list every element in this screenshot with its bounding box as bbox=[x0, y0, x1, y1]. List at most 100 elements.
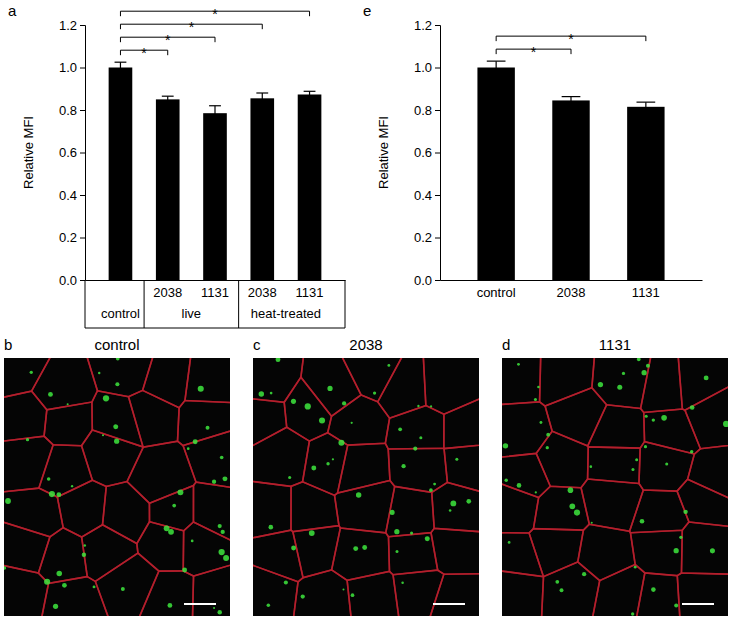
error-bar-stem bbox=[309, 91, 310, 97]
vesicle bbox=[398, 427, 402, 431]
cell-outline bbox=[253, 397, 287, 456]
vesicle bbox=[569, 503, 575, 509]
y-tick: 0.6 bbox=[59, 145, 85, 160]
vesicle bbox=[504, 478, 508, 482]
y-tick-mark bbox=[80, 68, 85, 69]
cell-outline bbox=[681, 522, 728, 575]
y-axis-title: Relative MFI bbox=[376, 116, 391, 189]
vesicle bbox=[351, 422, 353, 424]
panel-letter: a bbox=[8, 2, 17, 19]
vesicle bbox=[56, 571, 62, 577]
group-divider bbox=[144, 280, 145, 328]
cell-outline bbox=[303, 433, 348, 496]
x-tick-label: control bbox=[477, 285, 516, 300]
vesicle bbox=[187, 447, 190, 450]
cell-outline bbox=[291, 570, 353, 616]
vesicle bbox=[503, 443, 508, 448]
cell-outline bbox=[502, 453, 550, 497]
cell-outline bbox=[284, 377, 331, 441]
vesicle bbox=[419, 436, 422, 439]
cell-outline bbox=[95, 553, 159, 616]
y-tick: 0.2 bbox=[414, 230, 440, 245]
y-tick-mark bbox=[80, 238, 85, 239]
cell-outline bbox=[82, 525, 138, 582]
vesicle bbox=[177, 489, 183, 495]
cell-outline bbox=[502, 533, 543, 577]
y-tick-mark bbox=[80, 110, 85, 111]
vesicle bbox=[353, 546, 358, 551]
vesicle bbox=[679, 536, 682, 539]
cell-outline bbox=[545, 388, 607, 446]
y-tick: 1.0 bbox=[414, 60, 440, 75]
group-label: heat-treated bbox=[251, 306, 321, 321]
group-divider bbox=[85, 280, 86, 328]
vesicle bbox=[674, 604, 678, 608]
error-bar bbox=[487, 61, 506, 74]
cell-outline bbox=[4, 488, 63, 537]
cell-outline bbox=[688, 443, 728, 506]
x-axis-line bbox=[441, 280, 703, 281]
vesicle bbox=[546, 433, 550, 437]
cell-outline bbox=[502, 358, 541, 406]
group-row-line bbox=[85, 328, 345, 329]
vesicle bbox=[213, 607, 215, 609]
y-tick-label: 0.0 bbox=[59, 273, 77, 288]
vesicle bbox=[222, 476, 227, 481]
vesicle bbox=[652, 418, 655, 421]
vesicle bbox=[362, 545, 367, 550]
vesicle bbox=[332, 458, 334, 460]
vesicle bbox=[517, 483, 522, 488]
cell-outline bbox=[541, 562, 600, 616]
cell-outline bbox=[293, 526, 341, 578]
scale-bar bbox=[433, 603, 465, 605]
vesicle bbox=[270, 392, 273, 395]
error-bar-stem bbox=[496, 61, 497, 74]
vesicle bbox=[4, 566, 6, 569]
cell-outline bbox=[193, 482, 230, 550]
vesicle bbox=[309, 530, 315, 536]
y-tick-mark bbox=[80, 280, 85, 281]
vesicle bbox=[291, 545, 296, 550]
cell-outline bbox=[685, 376, 728, 448]
vesicle bbox=[394, 529, 399, 534]
vesicle bbox=[555, 580, 559, 584]
cell-outline bbox=[291, 482, 339, 532]
y-tick: 0.0 bbox=[59, 273, 85, 288]
bar bbox=[203, 113, 227, 280]
vesicle bbox=[47, 477, 51, 481]
cell-outline bbox=[639, 442, 694, 491]
micrograph bbox=[253, 358, 479, 616]
image-panel: c2038 bbox=[233, 336, 499, 624]
cell-outline bbox=[502, 402, 552, 459]
vesicle bbox=[590, 465, 593, 468]
y-tick-label: 0.8 bbox=[414, 103, 432, 118]
vesicle bbox=[102, 434, 104, 436]
significance-label: * bbox=[189, 19, 195, 35]
error-bar bbox=[637, 102, 656, 111]
vesicle bbox=[356, 492, 361, 497]
vesicle bbox=[223, 555, 229, 561]
y-tick: 0.8 bbox=[414, 103, 440, 118]
vesicle bbox=[683, 510, 687, 514]
vesicle bbox=[395, 550, 398, 553]
y-tick: 0.8 bbox=[59, 103, 85, 118]
vesicle bbox=[5, 498, 11, 504]
cell-outline bbox=[633, 573, 681, 616]
vesicle bbox=[84, 544, 86, 546]
y-tick-label: 0.8 bbox=[59, 103, 77, 118]
significance-label: * bbox=[141, 45, 147, 61]
vesicle bbox=[116, 358, 120, 360]
cell-outline bbox=[338, 443, 390, 493]
cell-outline bbox=[183, 425, 230, 490]
panel-letter: d bbox=[502, 336, 510, 353]
cell-outline bbox=[38, 528, 87, 584]
bar bbox=[627, 107, 664, 280]
y-tick-mark bbox=[435, 25, 440, 26]
chart-panel: e0.00.20.40.60.81.01.2Relative MFIcontro… bbox=[363, 2, 703, 300]
group-divider bbox=[345, 280, 346, 328]
error-bar bbox=[304, 91, 316, 97]
cell-outline bbox=[424, 574, 479, 616]
vesicle bbox=[206, 426, 210, 430]
cell-outline bbox=[192, 559, 230, 616]
vesicle bbox=[617, 385, 622, 390]
